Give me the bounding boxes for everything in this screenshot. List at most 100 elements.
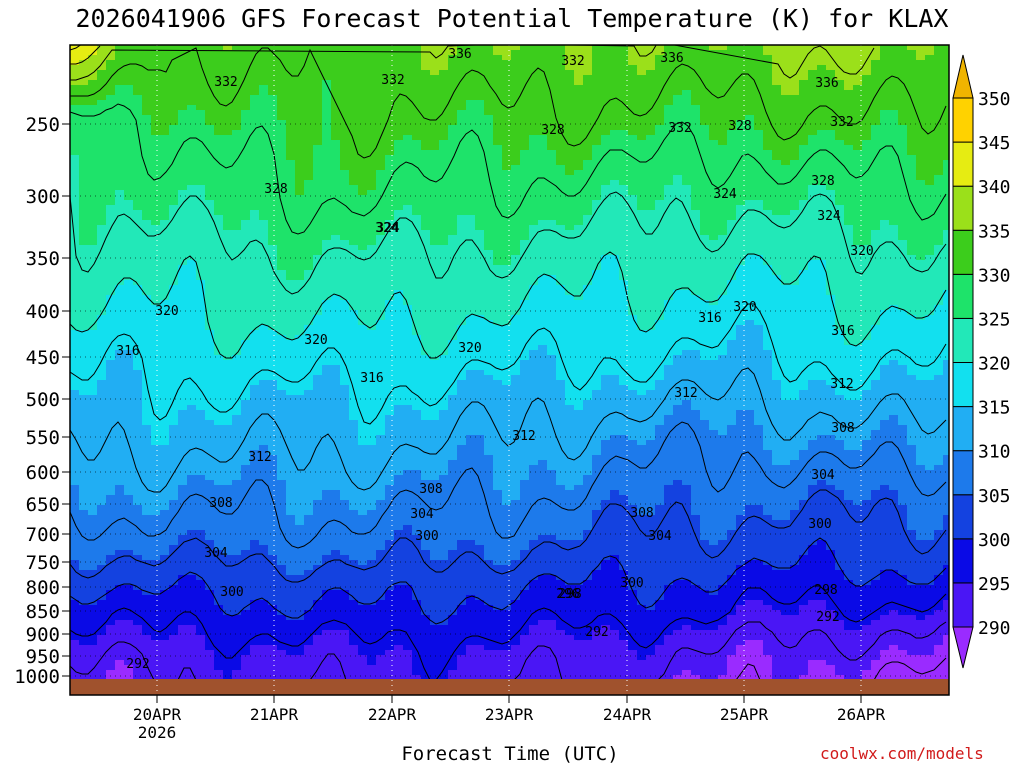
field-cell [385,480,395,486]
field-cell [151,360,161,366]
field-cell [232,480,242,486]
field-cell [367,50,377,56]
field-cell [259,280,269,286]
field-cell [394,285,404,291]
field-cell [106,425,116,431]
field-cell [79,485,89,491]
field-cell [349,205,359,211]
field-cell [142,60,152,66]
field-cell [304,485,314,491]
field-cell [115,490,125,496]
field-cell [349,475,359,481]
field-cell [169,425,179,431]
field-cell [367,430,377,436]
field-cell [412,280,422,286]
field-cell [79,85,89,91]
field-cell [142,55,152,61]
field-cell [79,225,89,231]
field-cell [97,675,107,680]
field-cell [277,80,287,86]
field-cell [223,145,233,151]
field-cell [241,55,251,61]
field-cell [205,355,215,361]
field-cell [250,570,260,576]
field-cell [412,110,422,116]
field-cell [331,315,341,321]
field-cell [421,240,431,246]
field-cell [169,625,179,631]
field-cell [259,345,269,351]
field-cell [277,225,287,231]
field-cell [412,615,422,621]
field-cell [412,560,422,566]
field-cell [124,455,134,461]
field-cell [340,270,350,276]
field-cell [385,420,395,426]
field-cell [376,60,386,66]
field-cell [142,335,152,341]
field-cell [124,435,134,441]
field-cell [187,105,197,111]
field-cell [214,575,224,581]
field-cell [70,125,80,131]
field-cell [403,390,413,396]
field-cell [412,320,422,326]
field-cell [133,660,143,666]
field-cell [376,210,386,216]
field-cell [223,570,233,576]
field-cell [178,330,188,336]
field-cell [403,675,413,680]
field-cell [358,550,368,556]
field-cell [106,175,116,181]
heatmap-field [70,45,949,680]
field-cell [277,240,287,246]
field-cell [169,300,179,306]
field-cell [385,530,395,536]
field-cell [88,670,98,676]
field-cell [187,190,197,196]
field-cell [331,170,341,176]
field-cell [178,655,188,661]
field-cell [187,180,197,186]
field-cell [322,295,332,301]
field-cell [403,360,413,366]
field-cell [196,495,206,501]
field-cell [88,75,98,81]
field-cell [205,260,215,266]
field-cell [403,135,413,141]
field-cell [232,485,242,491]
field-cell [178,105,188,111]
field-cell [169,385,179,391]
field-cell [241,645,251,651]
field-cell [178,570,188,576]
field-cell [178,50,188,56]
field-cell [97,190,107,196]
field-cell [169,560,179,566]
field-cell [196,65,206,71]
field-cell [340,445,350,451]
field-cell [322,495,332,501]
field-cell [133,495,143,501]
field-cell [385,315,395,321]
field-cell [142,575,152,581]
field-cell [331,45,341,51]
field-cell [412,405,422,411]
field-cell [232,85,242,91]
field-cell [241,570,251,576]
field-cell [97,45,107,51]
field-cell [232,575,242,581]
field-cell [70,70,80,76]
field-cell [259,490,269,496]
field-cell [106,245,116,251]
field-cell [232,105,242,111]
field-cell [412,375,422,381]
field-cell [340,370,350,376]
field-cell [412,525,422,531]
field-cell [340,620,350,626]
field-cell [205,560,215,566]
field-cell [331,365,341,371]
field-cell [97,585,107,591]
field-cell [196,295,206,301]
field-cell [97,515,107,521]
field-cell [187,505,197,511]
